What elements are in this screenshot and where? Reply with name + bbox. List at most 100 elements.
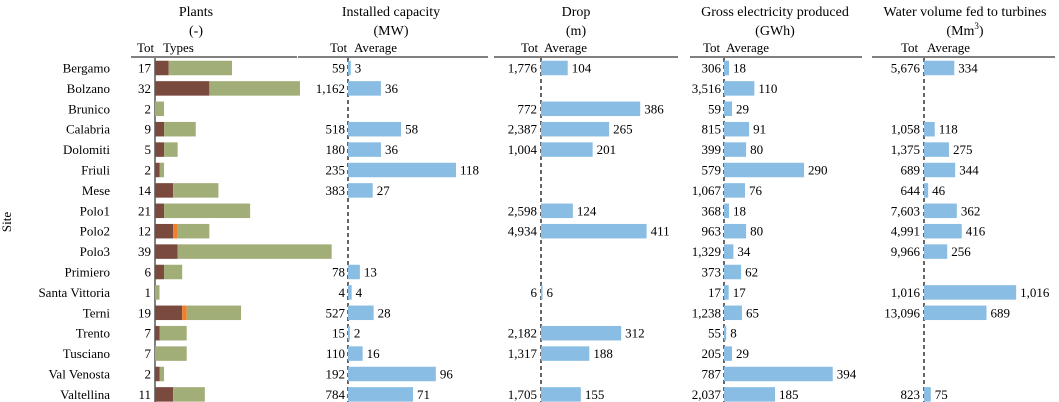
plants-bar-type-brown-4: [155, 142, 165, 157]
site-label-tusciano: Tusciano: [63, 346, 110, 361]
water-unit-sup: 3: [974, 21, 979, 31]
capacity-bar-4: [348, 142, 381, 157]
plants-bar-type-green-15: [159, 366, 165, 382]
energy-avg-label-4: 80: [750, 142, 763, 157]
site-label-valtellina: Valtellina: [60, 387, 110, 402]
water-total-4: 1,375: [891, 142, 920, 157]
capacity-total-0: 59: [332, 61, 345, 76]
energy-avg-label-16: 185: [779, 387, 799, 402]
plants-total-12: 19: [138, 305, 151, 320]
plants-bar-type-green-6: [173, 183, 219, 198]
water-bar-8: [924, 223, 962, 239]
plants-bar-type-green-2: [155, 101, 165, 117]
capacity-total-10: 78: [332, 265, 345, 280]
energy-bar-13: [724, 325, 727, 341]
plants-bar-type-green-14: [155, 346, 187, 361]
water-col-avg: Average: [927, 40, 970, 55]
capacity-avg-label-11: 4: [356, 285, 363, 300]
water-total-3: 1,058: [891, 122, 920, 137]
energy-avg-label-9: 34: [737, 244, 751, 259]
site-label-santa-vittoria: Santa Vittoria: [38, 285, 110, 300]
energy-avg-label-0: 18: [733, 61, 746, 76]
plants-bar-type-brown-8: [155, 223, 174, 239]
site-label-brunico: Brunico: [68, 101, 110, 116]
plants-bar-type-brown-7: [155, 203, 165, 219]
capacity-bar-12: [348, 305, 374, 321]
site-label-dolomiti: Dolomiti: [63, 142, 110, 157]
plants-total-6: 14: [138, 183, 152, 198]
plants-col-avg: Types: [163, 40, 194, 55]
drop-avg-label-4: 201: [597, 142, 617, 157]
capacity-bar-15: [348, 366, 436, 382]
plants-bar-type-green-4: [164, 142, 178, 157]
drop-avg-label-2: 386: [644, 101, 664, 116]
water-title: Water volume fed to turbines: [884, 5, 1047, 20]
water-avg-label-16: 75: [935, 387, 948, 402]
capacity-total-13: 15: [332, 326, 345, 341]
site-label-mese: Mese: [82, 183, 110, 198]
water-bar-0: [924, 60, 955, 76]
energy-avg-label-12: 65: [746, 305, 759, 320]
plants-total-9: 39: [138, 244, 151, 259]
capacity-bar-13: [348, 325, 350, 341]
site-label-calabria: Calabria: [66, 122, 110, 137]
drop-total-16: 1,705: [508, 387, 537, 402]
plants-bar-type-green-16: [173, 387, 205, 402]
capacity-avg-label-4: 36: [385, 142, 399, 157]
drop-bar-11: [541, 285, 543, 300]
energy-bar-15: [724, 366, 833, 382]
energy-avg-label-14: 29: [736, 346, 749, 361]
water-avg-label-5: 344: [959, 163, 979, 178]
site-label-terni: Terni: [83, 305, 111, 320]
capacity-total-15: 192: [326, 367, 346, 382]
energy-avg-label-3: 91: [753, 122, 766, 137]
site-label-polo1: Polo1: [80, 203, 110, 218]
capacity-bar-3: [348, 121, 402, 137]
energy-total-7: 368: [702, 203, 722, 218]
plants-bar-type-brown-15: [155, 366, 160, 382]
site-label-primiero: Primiero: [65, 265, 111, 280]
water-total-6: 644: [901, 183, 921, 198]
capacity-avg-label-14: 16: [367, 346, 381, 361]
water-bar-16: [924, 387, 931, 402]
capacity-col-tot: Tot: [330, 40, 348, 55]
plants-total-10: 6: [145, 265, 152, 280]
drop-total-4: 1,004: [508, 142, 538, 157]
plants-bar-type-green-10: [164, 264, 183, 280]
site-label-val-venosta: Val Venosta: [48, 367, 110, 382]
drop-bar-2: [541, 101, 641, 117]
drop-avg-label-14: 188: [593, 346, 613, 361]
energy-avg-label-6: 76: [749, 183, 763, 198]
drop-avg-label-3: 265: [613, 122, 633, 137]
water-bar-6: [924, 183, 929, 198]
drop-avg-label-8: 411: [651, 224, 670, 239]
energy-total-6: 1,067: [692, 183, 722, 198]
energy-total-14: 205: [702, 346, 722, 361]
water-total-5: 689: [901, 163, 921, 178]
plants-bar-type-green-3: [164, 121, 196, 137]
energy-col-avg: Average: [726, 40, 769, 55]
drop-bar-14: [541, 346, 590, 361]
energy-avg-label-5: 290: [808, 163, 828, 178]
energy-bar-2: [724, 101, 733, 117]
water-total-12: 13,096: [884, 305, 920, 320]
energy-avg-label-1: 110: [758, 81, 777, 96]
capacity-bar-1: [348, 81, 381, 96]
capacity-total-14: 110: [326, 346, 345, 361]
energy-bar-6: [724, 183, 745, 198]
plants-bar-type-green-9: [177, 244, 332, 259]
water-avg-label-11: 1,016: [1020, 285, 1050, 300]
energy-total-13: 55: [708, 326, 721, 341]
drop-avg-label-16: 155: [585, 387, 605, 402]
capacity-avg-label-12: 28: [378, 305, 391, 320]
drop-bar-0: [541, 60, 568, 76]
plants-bar-type-green-8: [177, 223, 210, 239]
plants-bar-type-brown-0: [155, 60, 169, 76]
plants-total-11: 1: [145, 285, 152, 300]
capacity-unit: (MW): [374, 24, 409, 39]
drop-total-14: 1,317: [508, 346, 538, 361]
plants-bar-type-brown-9: [155, 244, 178, 259]
capacity-bar-5: [348, 162, 456, 178]
drop-avg-label-0: 104: [572, 61, 592, 76]
